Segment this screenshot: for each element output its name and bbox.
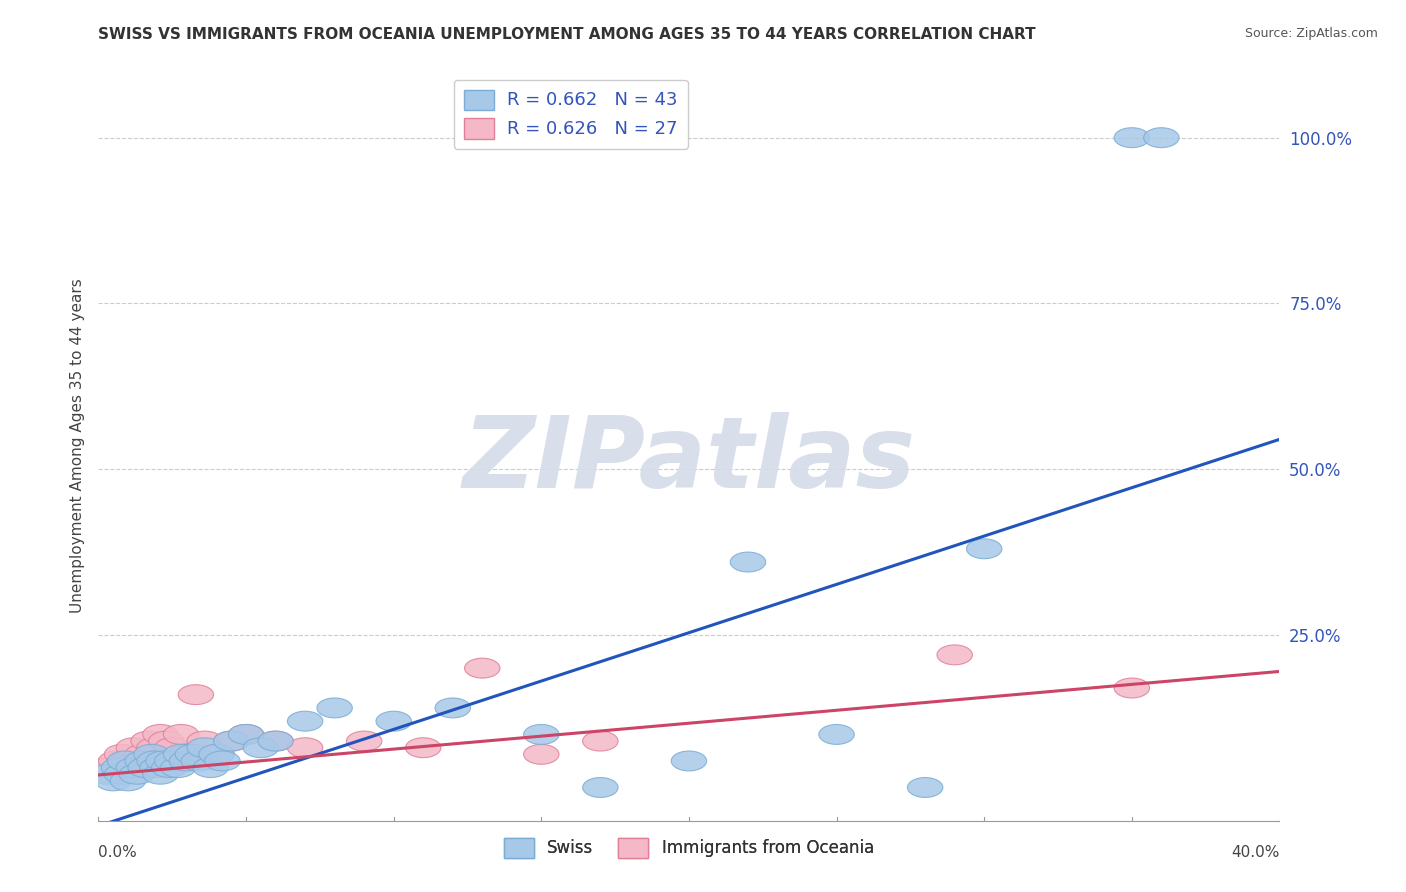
Ellipse shape bbox=[205, 751, 240, 771]
Ellipse shape bbox=[198, 745, 235, 764]
Ellipse shape bbox=[155, 738, 190, 757]
Ellipse shape bbox=[110, 751, 146, 771]
Ellipse shape bbox=[176, 745, 211, 764]
Ellipse shape bbox=[1114, 128, 1150, 147]
Ellipse shape bbox=[966, 539, 1002, 558]
Ellipse shape bbox=[125, 751, 160, 771]
Ellipse shape bbox=[117, 738, 152, 757]
Ellipse shape bbox=[375, 711, 412, 731]
Ellipse shape bbox=[169, 745, 205, 764]
Ellipse shape bbox=[346, 731, 382, 751]
Ellipse shape bbox=[117, 757, 152, 778]
Ellipse shape bbox=[316, 698, 353, 718]
Ellipse shape bbox=[1114, 678, 1150, 698]
Ellipse shape bbox=[125, 745, 160, 764]
Ellipse shape bbox=[104, 745, 139, 764]
Ellipse shape bbox=[257, 731, 294, 751]
Ellipse shape bbox=[582, 731, 619, 751]
Ellipse shape bbox=[181, 751, 217, 771]
Ellipse shape bbox=[730, 552, 766, 572]
Text: Source: ZipAtlas.com: Source: ZipAtlas.com bbox=[1244, 27, 1378, 40]
Ellipse shape bbox=[134, 745, 169, 764]
Text: ZIPatlas: ZIPatlas bbox=[463, 412, 915, 509]
Ellipse shape bbox=[187, 738, 222, 757]
Ellipse shape bbox=[98, 751, 134, 771]
Ellipse shape bbox=[287, 738, 323, 757]
Ellipse shape bbox=[818, 724, 855, 745]
Ellipse shape bbox=[907, 778, 943, 797]
Ellipse shape bbox=[90, 764, 125, 784]
Y-axis label: Unemployment Among Ages 35 to 44 years: Unemployment Among Ages 35 to 44 years bbox=[69, 278, 84, 614]
Ellipse shape bbox=[193, 757, 228, 778]
Ellipse shape bbox=[169, 751, 205, 771]
Ellipse shape bbox=[523, 724, 560, 745]
Ellipse shape bbox=[104, 764, 139, 784]
Ellipse shape bbox=[146, 751, 181, 771]
Ellipse shape bbox=[155, 751, 190, 771]
Ellipse shape bbox=[110, 771, 146, 791]
Ellipse shape bbox=[198, 745, 235, 764]
Ellipse shape bbox=[131, 731, 166, 751]
Ellipse shape bbox=[163, 745, 198, 764]
Ellipse shape bbox=[214, 731, 249, 751]
Ellipse shape bbox=[936, 645, 973, 665]
Ellipse shape bbox=[143, 764, 179, 784]
Ellipse shape bbox=[228, 724, 264, 745]
Ellipse shape bbox=[139, 757, 176, 778]
Ellipse shape bbox=[405, 738, 441, 757]
Ellipse shape bbox=[671, 751, 707, 771]
Ellipse shape bbox=[128, 757, 163, 778]
Ellipse shape bbox=[257, 731, 294, 751]
Text: 0.0%: 0.0% bbox=[98, 845, 138, 860]
Ellipse shape bbox=[582, 778, 619, 797]
Ellipse shape bbox=[1143, 128, 1180, 147]
Ellipse shape bbox=[96, 771, 131, 791]
Ellipse shape bbox=[136, 751, 173, 771]
Ellipse shape bbox=[523, 745, 560, 764]
Ellipse shape bbox=[228, 724, 264, 745]
Ellipse shape bbox=[90, 757, 125, 778]
Ellipse shape bbox=[179, 685, 214, 705]
Ellipse shape bbox=[243, 738, 278, 757]
Ellipse shape bbox=[187, 731, 222, 751]
Ellipse shape bbox=[287, 711, 323, 731]
Ellipse shape bbox=[143, 724, 179, 745]
Ellipse shape bbox=[464, 658, 501, 678]
Ellipse shape bbox=[136, 738, 173, 757]
Ellipse shape bbox=[214, 731, 249, 751]
Ellipse shape bbox=[120, 764, 155, 784]
Text: 40.0%: 40.0% bbox=[1232, 845, 1279, 860]
Ellipse shape bbox=[101, 757, 136, 778]
Ellipse shape bbox=[152, 757, 187, 778]
Text: SWISS VS IMMIGRANTS FROM OCEANIA UNEMPLOYMENT AMONG AGES 35 TO 44 YEARS CORRELAT: SWISS VS IMMIGRANTS FROM OCEANIA UNEMPLO… bbox=[98, 27, 1036, 42]
Legend: Swiss, Immigrants from Oceania: Swiss, Immigrants from Oceania bbox=[498, 831, 880, 864]
Ellipse shape bbox=[160, 757, 195, 778]
Ellipse shape bbox=[107, 751, 143, 771]
Ellipse shape bbox=[149, 731, 184, 751]
Ellipse shape bbox=[163, 724, 198, 745]
Ellipse shape bbox=[434, 698, 471, 718]
